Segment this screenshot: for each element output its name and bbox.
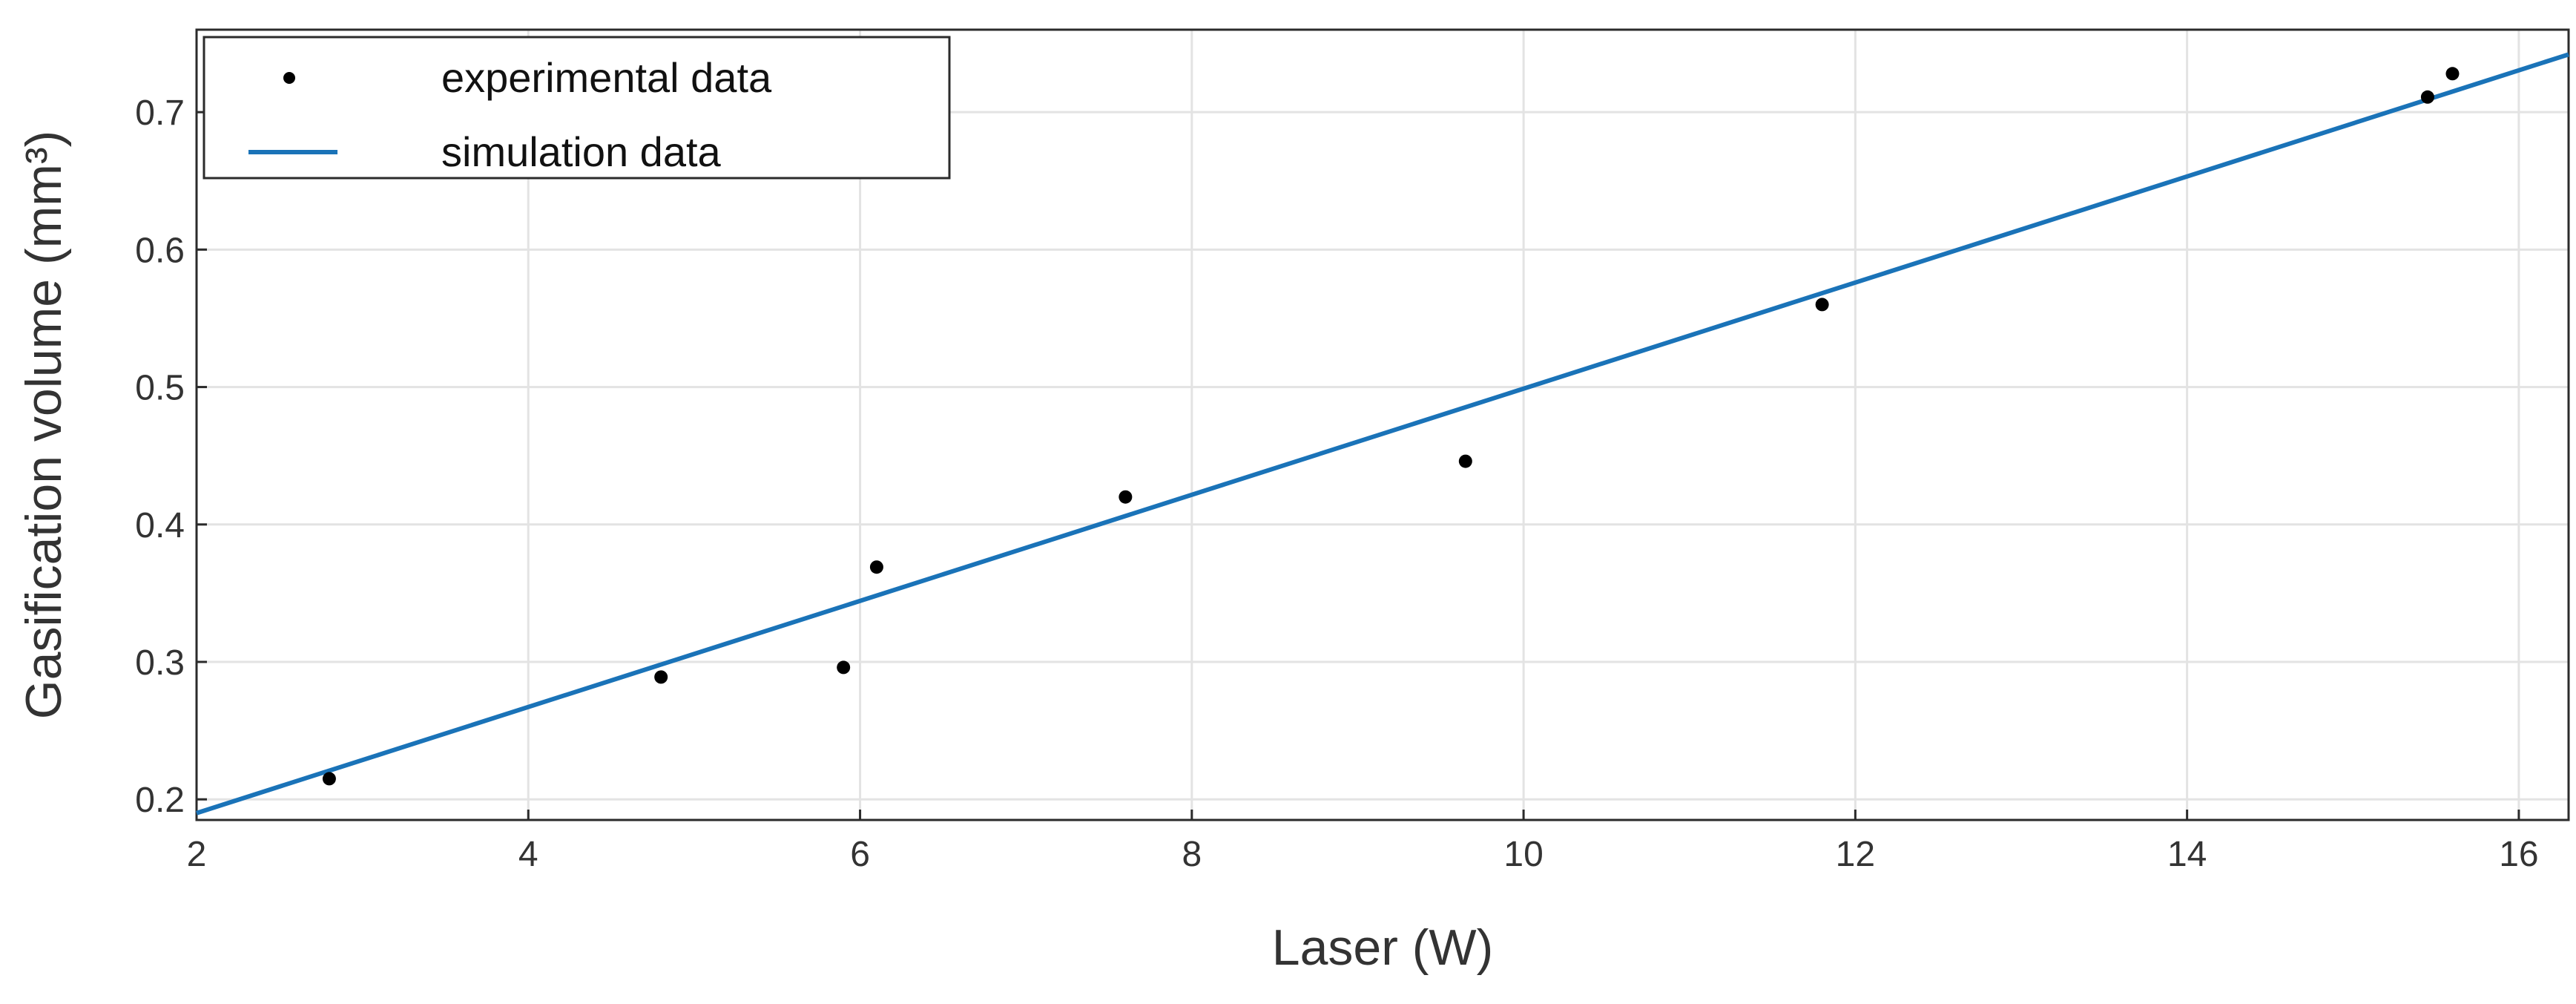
experimental-point bbox=[837, 660, 851, 675]
plot-area-frame bbox=[195, 28, 2570, 821]
tick-labels: 2 4 6 8 10 12 14 16 0.2 0.3 0.4 0.5 0.6 0.7 bbox=[135, 93, 2538, 874]
y-tick-label: 0.7 bbox=[135, 93, 185, 133]
x-axis-title: Laser (W) bbox=[1272, 919, 1493, 976]
x-tick-label: 16 bbox=[2499, 835, 2538, 874]
experimental-point bbox=[654, 670, 668, 684]
legend-label-simulation: simulation data bbox=[441, 128, 722, 175]
experimental-point bbox=[1119, 490, 1133, 504]
y-axis-title: Gasification volume (mm³) bbox=[16, 131, 72, 720]
experimental-point bbox=[2445, 67, 2460, 81]
legend-label-experimental: experimental data bbox=[441, 54, 772, 101]
y-tick-label: 0.6 bbox=[135, 231, 185, 270]
legend-box bbox=[202, 36, 951, 180]
experimental-point bbox=[869, 560, 883, 574]
y-tick-label: 0.4 bbox=[135, 506, 185, 545]
x-tick-label: 2 bbox=[187, 835, 207, 874]
experimental-point bbox=[322, 772, 336, 786]
simulation-line bbox=[196, 52, 2569, 816]
legend: experimental data simulation data bbox=[202, 36, 951, 180]
x-tick-label: 14 bbox=[2167, 835, 2207, 874]
y-tick-label: 0.3 bbox=[135, 643, 185, 683]
series-layer bbox=[196, 52, 2569, 816]
experimental-point bbox=[2420, 90, 2434, 104]
y-tick-label: 0.2 bbox=[135, 781, 185, 820]
x-tick-label: 10 bbox=[1503, 835, 1543, 874]
axis-ticks bbox=[195, 111, 2520, 820]
experimental-point bbox=[1458, 454, 1472, 468]
experimental-point bbox=[1815, 298, 1829, 312]
x-tick-label: 8 bbox=[1182, 835, 1202, 874]
x-tick-label: 12 bbox=[1836, 835, 1875, 874]
y-tick-label: 0.5 bbox=[135, 369, 185, 408]
x-tick-label: 4 bbox=[518, 835, 538, 874]
legend-marker-experimental bbox=[283, 72, 295, 84]
x-tick-label: 6 bbox=[850, 835, 870, 874]
